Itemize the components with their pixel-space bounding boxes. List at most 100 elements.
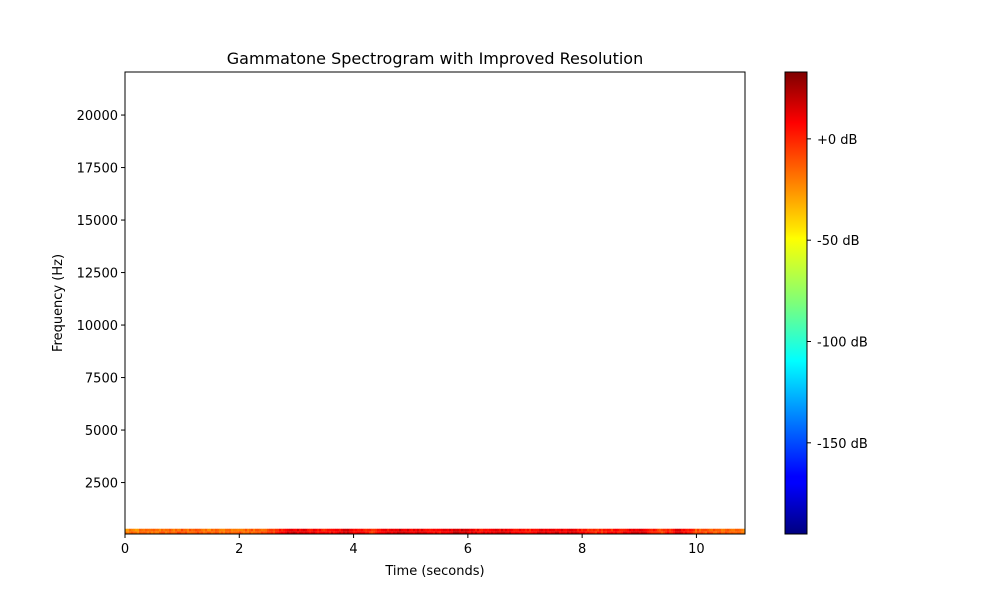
spectrogram-cell	[131, 531, 134, 534]
spectrogram-cell	[633, 528, 636, 532]
spectrogram-cell	[339, 528, 342, 532]
spectrogram-cell	[223, 531, 226, 534]
spectrogram-cell	[281, 531, 284, 534]
x-tick-label: 6	[464, 542, 472, 557]
spectrogram-cell	[143, 528, 146, 532]
spectrogram-cell	[285, 528, 288, 532]
spectrogram-cell	[737, 528, 740, 532]
y-tick-label: 2500	[85, 477, 118, 492]
spectrogram-cell	[311, 531, 314, 534]
spectrogram-cell	[425, 531, 428, 534]
spectrogram-cell	[713, 528, 716, 532]
x-tick-label: 8	[578, 542, 586, 557]
spectrogram-cell	[159, 528, 162, 532]
spectrogram-cell	[171, 528, 174, 532]
spectrogram-cell	[255, 531, 258, 534]
spectrogram-cell	[447, 528, 450, 532]
spectrogram-cell	[691, 531, 694, 534]
spectrogram-cell	[245, 531, 248, 534]
spectrogram-cell	[667, 531, 670, 534]
spectrogram-cell	[661, 528, 664, 532]
spectrogram-cell	[337, 531, 340, 534]
spectrogram-cell	[213, 528, 216, 532]
spectrogram-cell	[681, 528, 684, 532]
spectrogram-cell	[403, 531, 406, 534]
spectrogram-cell	[303, 531, 306, 534]
spectrogram-cell	[325, 531, 328, 534]
spectrogram-cell	[203, 528, 206, 532]
spectrogram-cell	[503, 528, 506, 532]
spectrogram-cell	[567, 528, 570, 532]
spectrogram-cell	[259, 528, 262, 532]
spectrogram-cell	[685, 528, 688, 532]
spectrogram-cell	[457, 531, 460, 534]
spectrogram-cell	[515, 531, 518, 534]
spectrogram-cell	[335, 528, 338, 532]
spectrogram-cell	[209, 528, 212, 532]
spectrogram-cell	[537, 531, 540, 534]
spectrogram-cell	[479, 528, 482, 532]
spectrogram-cell	[683, 531, 686, 534]
spectrogram-cell	[495, 528, 498, 532]
spectrogram-cell	[671, 528, 674, 532]
spectrogram-cell	[323, 528, 326, 532]
spectrogram-cell	[639, 528, 642, 532]
spectrogram-cell	[543, 528, 546, 532]
spectrogram-cell	[241, 528, 244, 532]
spectrogram-cell	[409, 528, 412, 532]
spectrogram-cell	[589, 528, 592, 532]
x-tick-label: 4	[349, 542, 357, 557]
spectrogram-cell	[319, 531, 322, 534]
spectrogram-cell	[235, 528, 238, 532]
spectrogram-cell	[601, 528, 604, 532]
spectrogram-cell	[497, 528, 500, 532]
spectrogram-cell	[621, 531, 624, 534]
spectrogram-cell	[275, 528, 278, 532]
spectrogram-cell	[319, 528, 322, 532]
spectrogram-cell	[659, 528, 662, 532]
spectrogram-cell	[521, 528, 524, 532]
spectrogram-cell	[331, 528, 334, 532]
spectrogram-cell	[253, 528, 256, 532]
spectrogram-cell	[413, 528, 416, 532]
spectrogram-cell	[657, 531, 660, 534]
spectrogram-cell	[531, 528, 534, 532]
spectrogram-cell	[237, 528, 240, 532]
spectrogram-cell	[589, 531, 592, 534]
spectrogram-cell	[517, 528, 520, 532]
x-tick-label: 2	[235, 542, 243, 557]
spectrogram-cell	[397, 528, 400, 532]
spectrogram-cell	[435, 531, 438, 534]
spectrogram-cell	[187, 531, 190, 534]
spectrogram-cell	[217, 528, 220, 532]
spectrogram-cell	[475, 531, 478, 534]
spectrogram-cell	[613, 528, 616, 532]
spectrogram-cell	[229, 531, 232, 534]
spectrogram-cell	[639, 531, 642, 534]
spectrogram-cell	[127, 528, 130, 532]
spectrogram-cell	[143, 531, 146, 534]
spectrogram-cell	[251, 531, 254, 534]
spectrogram-cell	[595, 531, 598, 534]
spectrogram-cell	[355, 528, 358, 532]
spectrogram-cell	[473, 531, 476, 534]
spectrogram-cell	[301, 528, 304, 532]
spectrogram-cell	[407, 531, 410, 534]
spectrogram-cell	[675, 531, 678, 534]
spectrogram-cell	[563, 528, 566, 532]
spectrogram-cell	[353, 528, 356, 532]
y-tick-label: 17500	[77, 162, 118, 177]
spectrogram-cell	[545, 531, 548, 534]
spectrogram-cell	[285, 531, 288, 534]
spectrogram-cell	[171, 531, 174, 534]
spectrogram-cell	[515, 528, 518, 532]
spectrogram-cell	[735, 528, 738, 532]
spectrogram-cell	[629, 531, 632, 534]
spectrogram-cell	[133, 531, 136, 534]
spectrogram-cell	[441, 528, 444, 532]
spectrogram-cell	[341, 531, 344, 534]
spectrogram-cell	[429, 528, 432, 532]
spectrogram-cell	[667, 528, 670, 532]
spectrogram-cell	[663, 528, 666, 532]
spectrogram-cell	[219, 531, 222, 534]
